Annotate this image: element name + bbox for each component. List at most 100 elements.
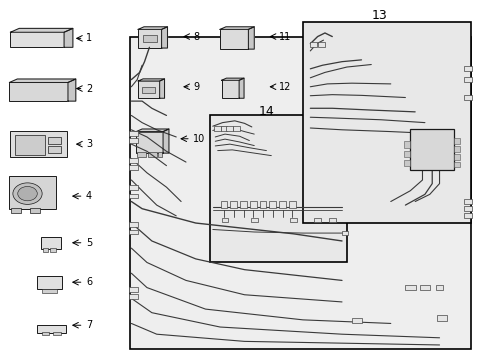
Bar [9, 176, 56, 209]
Bar [341, 231, 347, 235]
Polygon shape [239, 78, 244, 98]
Bar [11, 208, 21, 213]
Bar [129, 222, 138, 227]
Bar [137, 152, 146, 157]
Bar [10, 32, 64, 47]
Bar [453, 162, 459, 167]
Bar [130, 37, 470, 348]
Bar [10, 131, 66, 157]
Bar [409, 129, 453, 170]
Bar [142, 87, 155, 93]
Bar [404, 285, 415, 291]
Bar [129, 138, 138, 143]
Text: 6: 6 [86, 277, 92, 287]
Text: 14: 14 [259, 105, 274, 118]
Bar [129, 294, 138, 299]
Bar [143, 36, 157, 42]
Bar [230, 201, 237, 208]
Bar [351, 318, 361, 323]
Bar [463, 77, 471, 82]
Bar [138, 30, 161, 48]
Bar [419, 285, 429, 291]
Polygon shape [10, 28, 73, 32]
Bar [453, 146, 459, 152]
Bar [42, 332, 49, 335]
Bar [453, 138, 459, 144]
Text: 11: 11 [278, 32, 290, 41]
Bar [213, 126, 220, 131]
Polygon shape [163, 129, 168, 153]
Bar [220, 126, 227, 131]
Text: 1: 1 [86, 33, 92, 43]
Polygon shape [220, 27, 254, 30]
Bar [250, 218, 257, 222]
Bar [220, 201, 227, 208]
Text: 9: 9 [193, 82, 199, 92]
Bar [210, 116, 346, 262]
Bar [463, 199, 471, 204]
Bar [314, 218, 321, 222]
Text: 12: 12 [278, 82, 290, 92]
Bar [129, 131, 138, 136]
Bar [463, 66, 471, 71]
Bar [220, 30, 248, 49]
Bar [41, 237, 61, 249]
Bar [289, 218, 296, 222]
Bar [403, 160, 409, 166]
Polygon shape [248, 27, 254, 49]
Bar [9, 82, 68, 101]
Bar [328, 218, 335, 222]
Text: 3: 3 [86, 139, 92, 149]
Text: 4: 4 [86, 191, 92, 201]
Bar [30, 208, 40, 213]
Bar [269, 201, 276, 208]
Bar [129, 165, 138, 170]
Polygon shape [64, 28, 73, 47]
Bar [53, 332, 61, 335]
Bar [129, 194, 138, 198]
Bar [129, 158, 138, 163]
Bar [436, 315, 446, 321]
Bar [48, 146, 61, 153]
Polygon shape [138, 79, 164, 81]
Bar [221, 218, 228, 222]
Bar [42, 289, 57, 293]
Bar [42, 248, 48, 252]
Circle shape [18, 186, 37, 201]
Polygon shape [136, 129, 168, 132]
Polygon shape [159, 79, 164, 98]
Text: 8: 8 [193, 32, 199, 41]
Bar [15, 135, 44, 155]
Bar [310, 42, 317, 46]
Text: 10: 10 [193, 134, 205, 144]
Polygon shape [138, 27, 167, 30]
Bar [303, 22, 470, 223]
Polygon shape [161, 27, 167, 48]
Bar [221, 80, 239, 98]
Polygon shape [9, 79, 76, 82]
Bar [453, 154, 459, 159]
Bar [435, 285, 443, 291]
Bar [249, 201, 256, 208]
Bar [148, 152, 157, 157]
Bar [463, 213, 471, 219]
Bar [463, 95, 471, 100]
Bar [279, 201, 285, 208]
Bar [129, 287, 138, 292]
Bar [136, 132, 163, 153]
Text: 2: 2 [86, 84, 92, 94]
Bar [48, 137, 61, 144]
Text: 5: 5 [86, 238, 92, 248]
Bar [129, 185, 138, 189]
Polygon shape [68, 79, 76, 101]
Bar [233, 126, 240, 131]
Bar [288, 201, 295, 208]
Circle shape [13, 183, 42, 204]
Bar [129, 230, 138, 234]
Bar [158, 152, 161, 157]
Bar [226, 126, 233, 131]
Bar [463, 206, 471, 211]
Bar [138, 81, 159, 98]
Text: 13: 13 [370, 9, 386, 22]
Bar [50, 248, 56, 252]
